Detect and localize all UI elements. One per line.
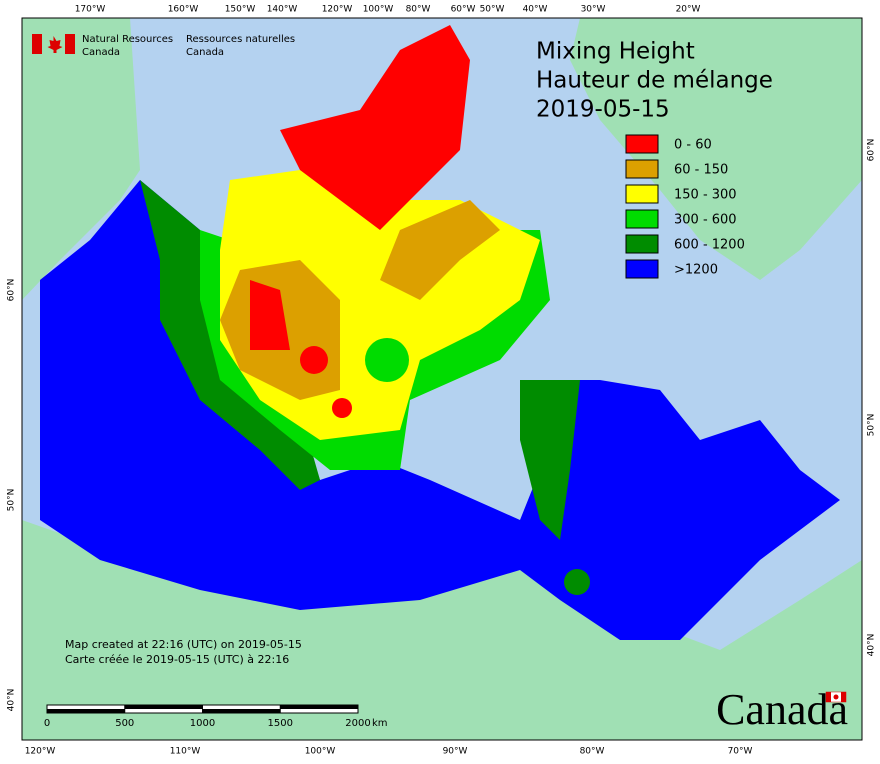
agency-fr: Canada xyxy=(186,47,224,58)
flag-bar xyxy=(841,692,846,702)
legend-swatch xyxy=(625,209,659,229)
agency-en: Canada xyxy=(82,47,120,58)
longitude-label: 80°W xyxy=(580,747,605,757)
legend-swatch xyxy=(625,159,659,179)
scale-label: 1500 xyxy=(268,718,293,729)
latitude-label: 50°N xyxy=(7,489,17,512)
region-green-spot xyxy=(365,338,409,382)
region-dark-green-spot xyxy=(564,569,590,595)
flag-bar xyxy=(32,34,42,54)
longitude-label: 30°W xyxy=(581,5,606,15)
agency-fr: Ressources naturelles xyxy=(186,34,295,45)
longitude-label: 110°W xyxy=(170,747,201,757)
legend-label: 60 - 150 xyxy=(674,163,728,178)
legend-label: 0 - 60 xyxy=(674,138,712,153)
greenland xyxy=(570,18,862,280)
note: Map created at 22:16 (UTC) on 2019-05-15 xyxy=(65,638,302,651)
longitude-label: 150°W xyxy=(225,5,256,15)
map-frame xyxy=(21,17,863,741)
region-dark-green-east xyxy=(520,380,580,540)
legend-swatch xyxy=(625,184,659,204)
latitude-label: 50°N xyxy=(867,414,877,437)
longitude-label: 60°W xyxy=(451,5,476,15)
scale-bar-segment xyxy=(280,705,358,709)
scale-label: 500 xyxy=(115,718,134,729)
title-line: Mixing Height xyxy=(536,39,695,65)
longitude-label: 160°W xyxy=(168,5,199,15)
scale-label: 1000 xyxy=(190,718,215,729)
scale-bar-segment xyxy=(202,709,281,713)
scale-unit: km xyxy=(372,718,388,729)
legend-label: 150 - 300 xyxy=(674,188,737,203)
region-red xyxy=(250,25,470,418)
wordmark-flag xyxy=(825,691,847,703)
labels: Natural Resources Canada Ressources nature… xyxy=(7,5,877,757)
longitude-label: 70°W xyxy=(728,747,753,757)
latitude-label: 60°N xyxy=(7,279,17,302)
legend-label: 300 - 600 xyxy=(674,213,737,228)
latitude-label: 60°N xyxy=(867,139,877,162)
legend-swatch xyxy=(625,234,659,254)
longitude-label: 120°W xyxy=(25,747,56,757)
usa xyxy=(22,520,862,740)
scale-bar-segment xyxy=(47,709,125,713)
region-blue xyxy=(40,180,840,640)
note: Carte créée le 2019-05-15 (UTC) à 22:16 xyxy=(65,653,289,666)
flag-bar xyxy=(826,692,831,702)
logo xyxy=(32,34,75,54)
agency-en: Natural Resources xyxy=(82,34,173,45)
legend-label: >1200 xyxy=(674,263,718,278)
latitude-label: 40°N xyxy=(7,689,17,712)
longitude-label: 170°W xyxy=(75,5,106,15)
longitude-label: 80°W xyxy=(406,5,431,15)
longitude-label: 50°W xyxy=(480,5,505,15)
longitude-label: 140°W xyxy=(267,5,298,15)
scale-label: 2000 xyxy=(345,718,370,729)
longitude-label: 100°W xyxy=(305,747,336,757)
title-line: 2019-05-15 xyxy=(536,97,670,123)
flag-leaf xyxy=(833,694,839,700)
longitude-label: 120°W xyxy=(322,5,353,15)
scale-label: 0 xyxy=(44,718,50,729)
longitude-label: 20°W xyxy=(676,5,701,15)
longitude-label: 40°W xyxy=(523,5,548,15)
scale-bar-segment xyxy=(124,705,203,709)
longitude-label: 90°W xyxy=(443,747,468,757)
alaska xyxy=(22,18,140,300)
legend-swatch xyxy=(625,259,659,279)
legend-swatch xyxy=(625,134,659,154)
flag-leaf xyxy=(47,36,63,53)
longitude-label: 100°W xyxy=(363,5,394,15)
legend-label: 600 - 1200 xyxy=(674,238,745,253)
flag-bar xyxy=(65,34,75,54)
title-line: Hauteur de mélange xyxy=(536,68,773,94)
latitude-label: 40°N xyxy=(867,634,877,657)
map-area xyxy=(21,17,863,741)
